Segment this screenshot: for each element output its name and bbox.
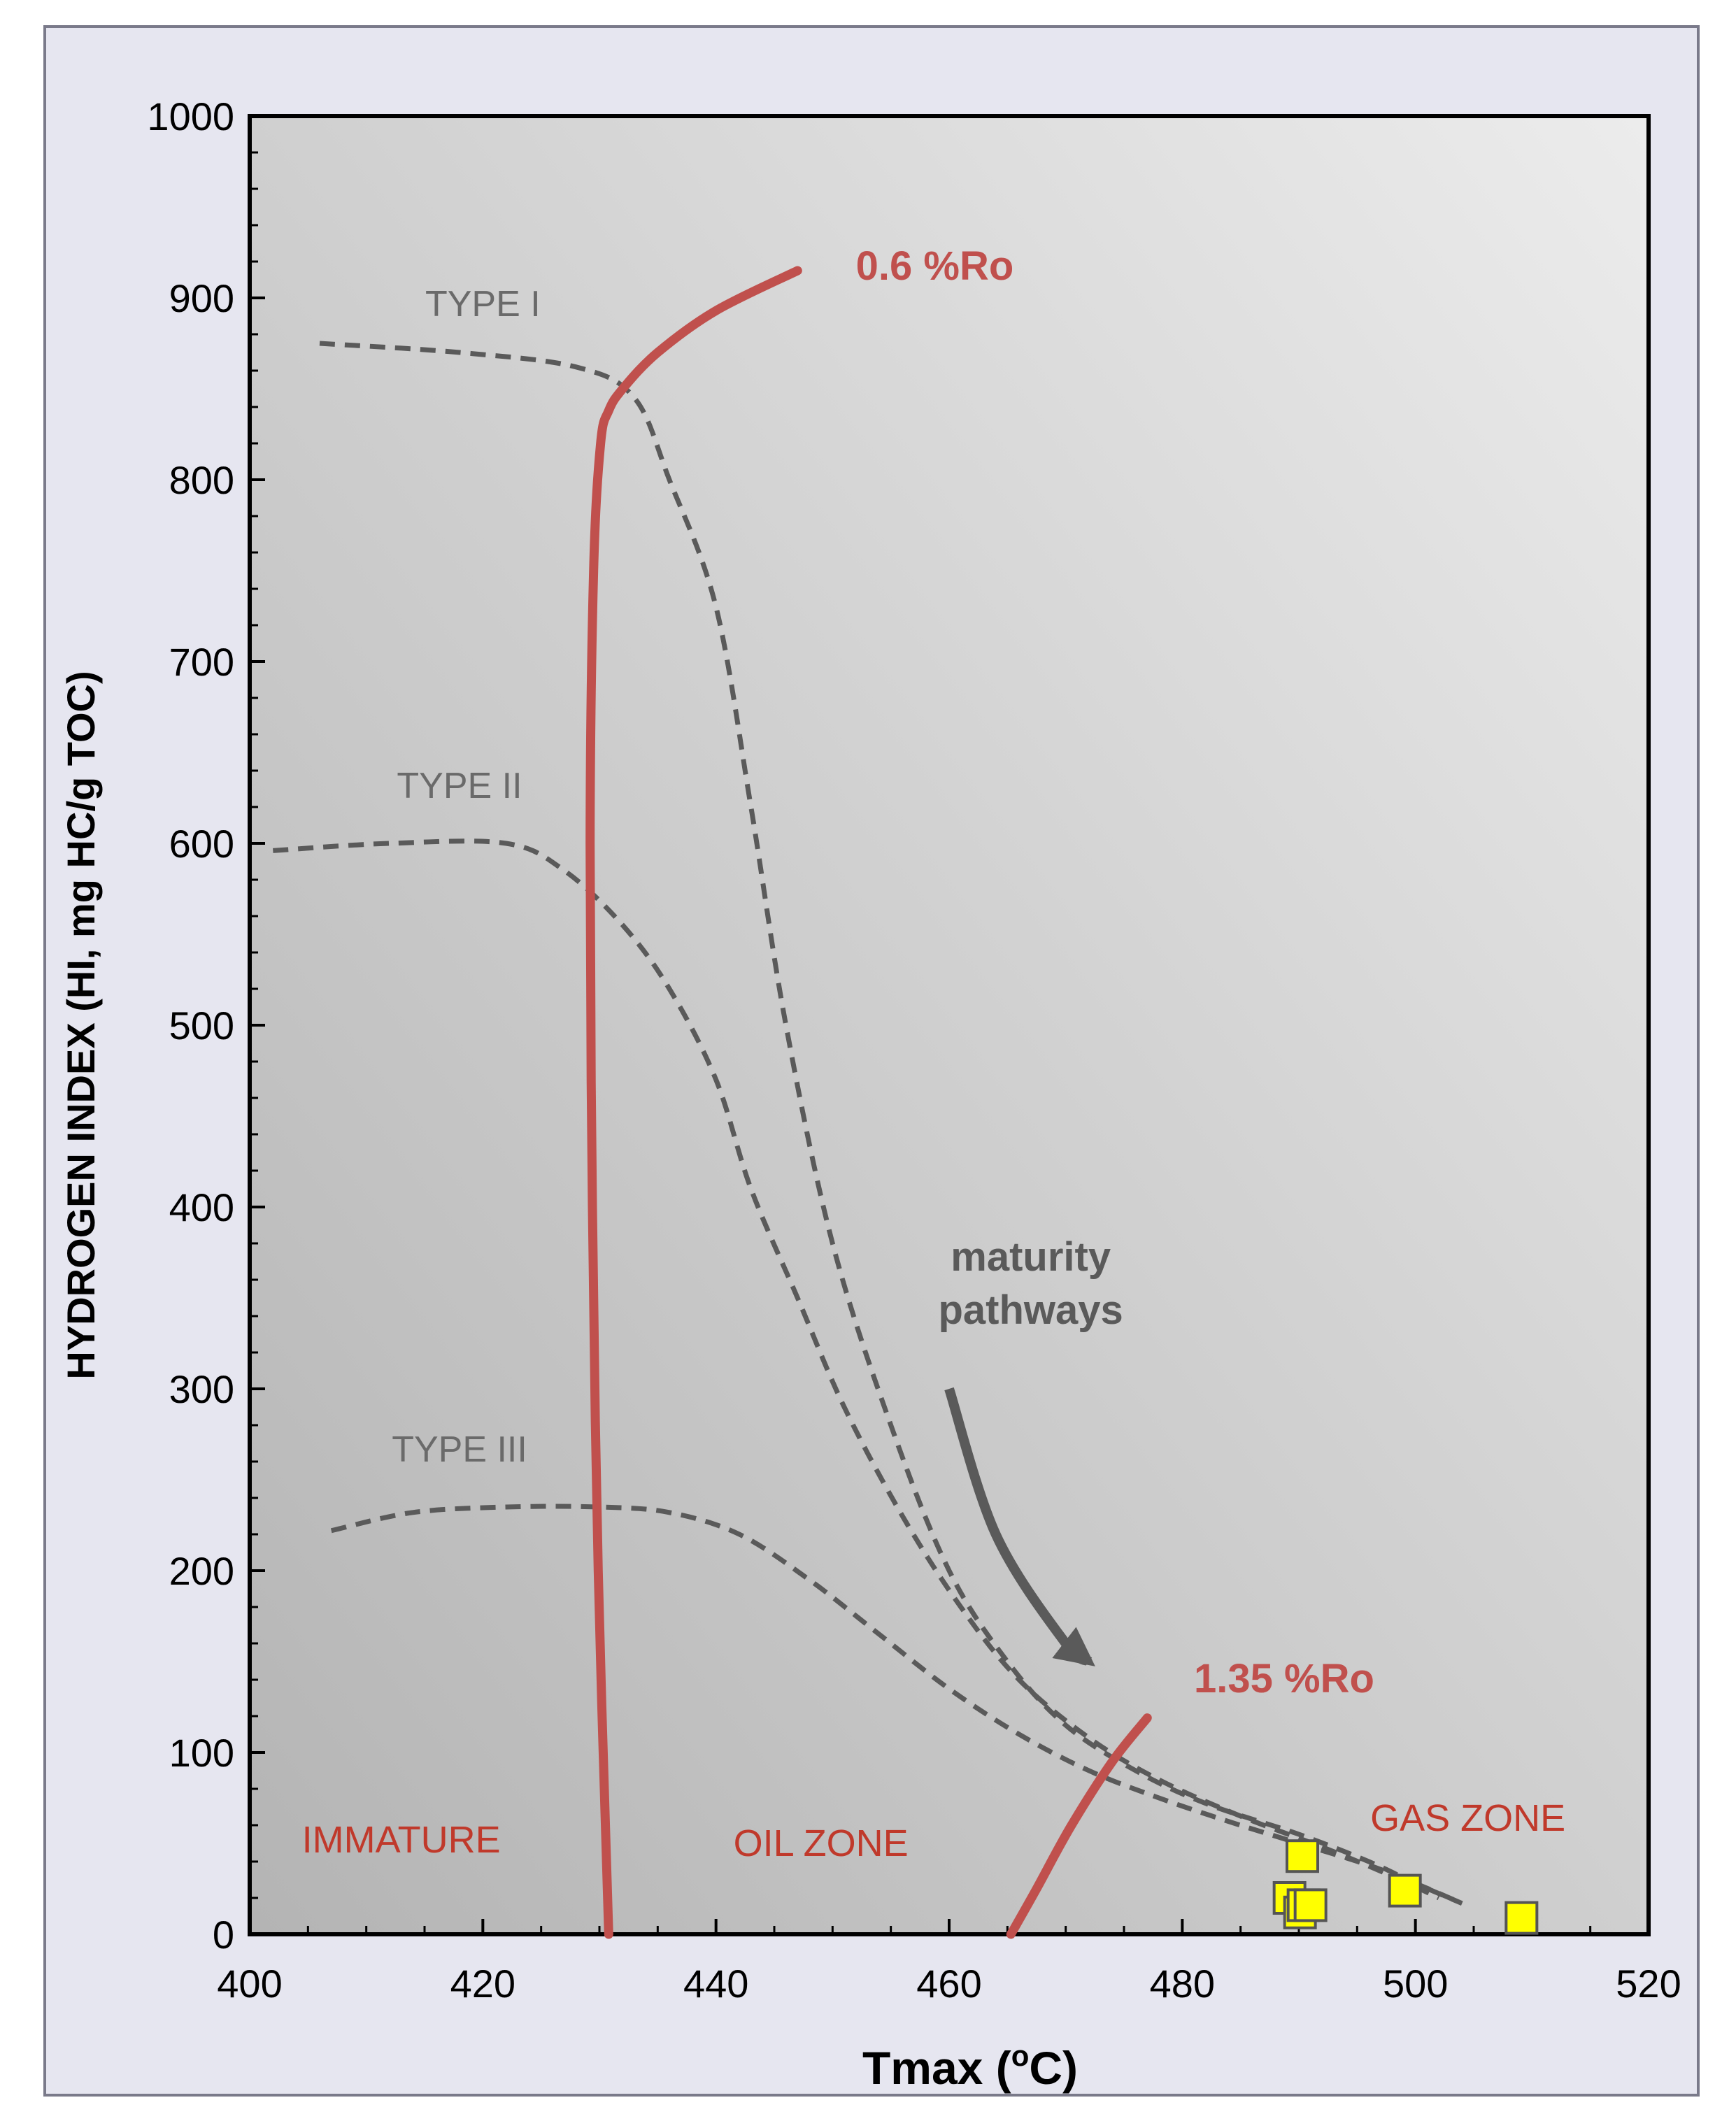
x-tick-label: 420: [450, 1962, 515, 2006]
pathway-label-type-i: TYPE I: [425, 284, 541, 324]
axis-ticks: [248, 115, 1650, 1936]
y-tick-label: 0: [213, 1913, 234, 1957]
zone-label-oil-zone: OIL ZONE: [734, 1822, 909, 1864]
ro-label-1-35-ro: 1.35 %Ro: [1194, 1656, 1374, 1701]
x-tick-label: 460: [916, 1962, 981, 2006]
annotation-line: maturity: [951, 1234, 1111, 1280]
pathway-label-type-iii: TYPE III: [392, 1429, 527, 1470]
x-tick-label: 500: [1383, 1962, 1448, 2006]
sample-points: [1272, 1839, 1539, 1935]
ro-line-1-35-ro: [1006, 1713, 1152, 1939]
y-tick-label: 700: [169, 640, 234, 684]
y-tick-label: 800: [169, 458, 234, 502]
y-axis-title: HYDROGEN INDEX (HI, mg HC/g TOC): [59, 671, 103, 1379]
y-tick-label: 100: [169, 1731, 234, 1775]
plot-area: [248, 114, 1651, 1936]
maturity-arrow: [944, 1387, 1095, 1666]
y-tick-label: 300: [169, 1367, 234, 1411]
y-tick-label: 900: [169, 276, 234, 320]
x-tick-label: 480: [1150, 1962, 1215, 2006]
y-tick-label: 600: [169, 822, 234, 866]
ro-label-0-6-ro: 0.6 %Ro: [856, 243, 1014, 289]
x-tick-label: 400: [217, 1962, 282, 2006]
sample-point: [1388, 1873, 1422, 1908]
zone-label-immature: IMMATURE: [302, 1819, 501, 1861]
y-tick-label: 200: [169, 1549, 234, 1593]
iso-reflectance-lines: [585, 266, 1152, 1939]
chart-labels: 0 100 200 300 400 500 600 700 800 900 1000 400 420 44…: [147, 94, 1681, 2006]
pathway-type-ii: [273, 838, 1440, 1901]
sample-point: [1293, 1888, 1328, 1922]
pathway-label-type-ii: TYPE II: [397, 766, 522, 806]
ro-line-0-6-ro: [585, 266, 802, 1939]
zone-label-gas-zone: GAS ZONE: [1370, 1797, 1565, 1839]
x-tick-label: 520: [1616, 1962, 1681, 2006]
y-tick-label: 400: [169, 1185, 234, 1229]
x-tick-label: 440: [683, 1962, 748, 2006]
x-axis-title: Tmax (oC): [862, 2039, 1078, 2094]
sample-point: [1286, 1839, 1319, 1873]
maturity-annotation: maturity pathways: [939, 1234, 1123, 1666]
sample-point: [1504, 1901, 1539, 1935]
y-tick-label: 1000: [147, 94, 234, 138]
annotation-line: pathways: [939, 1287, 1123, 1333]
y-tick-label: 500: [169, 1004, 234, 1048]
pathway-type-i: [319, 341, 1463, 1906]
